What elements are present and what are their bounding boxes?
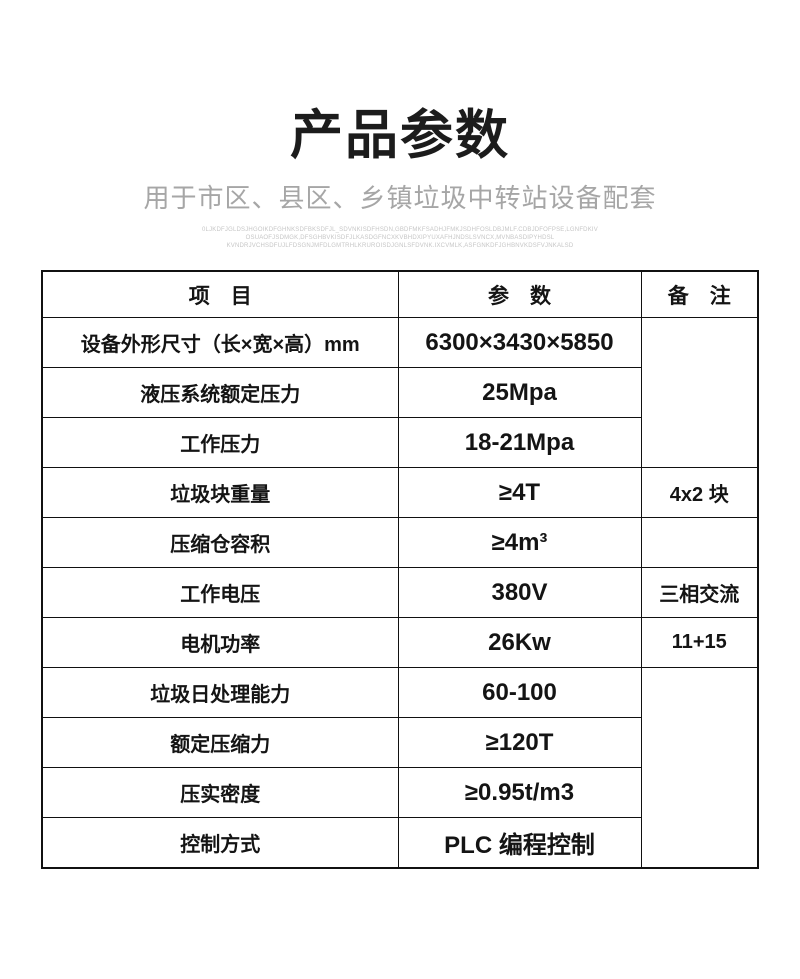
header-item: 项 目 xyxy=(41,270,399,319)
remark-cell xyxy=(640,317,759,469)
remark-cell xyxy=(640,517,759,569)
page-title: 产品参数 xyxy=(290,106,510,165)
item-cell: 压缩仓容积 xyxy=(41,517,399,569)
item-cell: 电机功率 xyxy=(41,617,399,669)
remark-cell: 4x2 块 xyxy=(640,467,759,519)
page-header: 产品参数 用于市区、县区、乡镇垃圾中转站设备配套 0LJKDFJGLDSJHGO… xyxy=(0,0,800,250)
table-row: 工作电压 380V 三相交流 xyxy=(41,567,759,619)
fine-print-line: 0LJKDFJGLDSJHGOIKDFGHNKSDFBKSDFJL_SDVNKI… xyxy=(202,226,598,233)
fine-print: 0LJKDFJGLDSJHGOIKDFGHNKSDFBKSDFJL_SDVNKI… xyxy=(0,226,800,250)
remark-cell: 11+15 xyxy=(640,617,759,669)
header-param: 参 数 xyxy=(397,270,642,319)
param-cell: ≥0.95t/m3 xyxy=(397,767,642,819)
item-cell: 设备外形尺寸（长×宽×高）mm xyxy=(41,317,399,369)
param-cell: PLC 编程控制 xyxy=(397,817,642,869)
item-cell: 压实密度 xyxy=(41,767,399,819)
table-row: 设备外形尺寸（长×宽×高）mm 6300×3430×5850 xyxy=(41,317,759,469)
param-cell: ≥120T xyxy=(397,717,642,769)
table-row: 控制方式 PLC 编程控制 xyxy=(41,817,758,869)
param-cell: 6300×3430×5850 xyxy=(397,317,642,369)
param-cell: 60-100 xyxy=(397,667,642,719)
table-row: 电机功率 26Kw 11+15 xyxy=(41,617,759,669)
param-cell: 25Mpa xyxy=(397,367,642,419)
spec-table: 项 目 参 数 备 注 设备外形尺寸（长×宽×高）mm 6300×3430×58… xyxy=(41,269,759,869)
remark-cell: 三相交流 xyxy=(640,567,759,619)
table-row: 垃圾日处理能力 60-100 xyxy=(41,667,759,869)
page-subtitle: 用于市区、县区、乡镇垃圾中转站设备配套 xyxy=(143,182,657,213)
param-cell: ≥4m³ xyxy=(397,517,642,569)
table-header-row: 项 目 参 数 备 注 xyxy=(41,270,759,319)
param-cell: ≥4T xyxy=(397,467,642,519)
header-remark: 备 注 xyxy=(640,270,759,319)
item-cell: 工作压力 xyxy=(41,417,399,469)
param-cell: 380V xyxy=(397,567,642,619)
item-cell: 液压系统额定压力 xyxy=(41,367,399,419)
table-row: 工作压力 18-21Mpa xyxy=(41,417,758,469)
param-cell: 26Kw xyxy=(397,617,642,669)
item-cell: 垃圾日处理能力 xyxy=(41,667,399,719)
table-row: 液压系统额定压力 25Mpa xyxy=(41,367,758,419)
table-row: 压实密度 ≥0.95t/m3 xyxy=(41,767,758,819)
item-cell: 额定压缩力 xyxy=(41,717,399,769)
table-row: 压缩仓容积 ≥4m³ xyxy=(41,517,759,569)
fine-print-line: KVNDRJVCHSDFUJLFDSGNJMFDLGMTRHLKRUROISDJ… xyxy=(226,242,574,249)
fine-print-line: OSUAOFJSDMGK,DFSGHBVKISDFJLKASDGFNCXKVBH… xyxy=(245,234,555,241)
remark-cell xyxy=(640,667,759,869)
item-cell: 工作电压 xyxy=(41,567,399,619)
table-row: 垃圾块重量 ≥4T 4x2 块 xyxy=(41,467,759,519)
param-cell: 18-21Mpa xyxy=(397,417,642,469)
item-cell: 控制方式 xyxy=(41,817,399,869)
item-cell: 垃圾块重量 xyxy=(41,467,399,519)
table-row: 额定压缩力 ≥120T xyxy=(41,717,758,769)
